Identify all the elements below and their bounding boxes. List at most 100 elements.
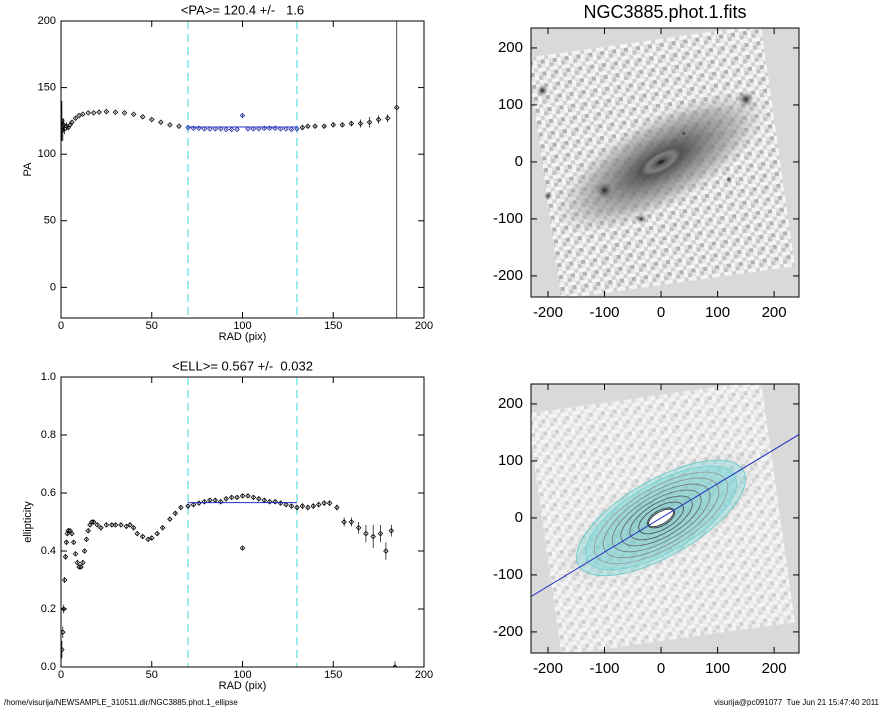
major-axis bbox=[531, 433, 799, 598]
point bbox=[315, 501, 322, 508]
point bbox=[341, 519, 347, 525]
point bbox=[80, 111, 86, 117]
point bbox=[94, 522, 101, 528]
point bbox=[69, 119, 75, 125]
point bbox=[85, 527, 91, 534]
point bbox=[72, 551, 79, 557]
y-tick-label: 150 bbox=[38, 81, 56, 93]
galaxy-core bbox=[641, 148, 681, 176]
x-tick-label: 0 bbox=[657, 660, 665, 677]
point bbox=[294, 126, 300, 132]
x-tick-label: 200 bbox=[415, 669, 433, 681]
x-tick-label: 100 bbox=[705, 304, 730, 321]
point bbox=[201, 498, 208, 505]
point bbox=[158, 119, 164, 125]
point bbox=[256, 496, 262, 502]
point bbox=[239, 493, 246, 499]
contour bbox=[593, 471, 729, 565]
point bbox=[109, 522, 115, 528]
plot-area bbox=[531, 28, 799, 297]
point bbox=[70, 539, 77, 546]
point bbox=[384, 115, 391, 121]
point bbox=[190, 501, 197, 508]
point bbox=[90, 110, 97, 116]
chart-title: NGC3885.phot.1.fits bbox=[583, 2, 746, 22]
point bbox=[167, 122, 173, 128]
point bbox=[139, 114, 146, 120]
contour bbox=[638, 501, 684, 535]
point bbox=[159, 525, 166, 531]
y-tick-label: 0.6 bbox=[41, 487, 56, 499]
point bbox=[366, 119, 373, 125]
point bbox=[392, 664, 398, 667]
point bbox=[134, 530, 140, 537]
x-tick-label: 100 bbox=[705, 660, 730, 677]
point bbox=[176, 123, 182, 129]
contour bbox=[602, 477, 720, 559]
point bbox=[212, 126, 219, 132]
y-tick-label: 200 bbox=[38, 15, 56, 27]
point bbox=[145, 536, 151, 543]
point bbox=[61, 646, 65, 653]
point bbox=[112, 109, 119, 115]
contour bbox=[611, 483, 711, 553]
point bbox=[103, 522, 110, 528]
x-tick-label: 0 bbox=[58, 320, 64, 332]
point bbox=[103, 108, 110, 115]
point bbox=[310, 503, 317, 509]
x-axis-label: RAD (pix) bbox=[219, 680, 267, 692]
point bbox=[98, 525, 104, 531]
y-tick-label: 0.0 bbox=[41, 661, 56, 673]
point bbox=[277, 126, 284, 132]
star bbox=[536, 84, 549, 97]
point bbox=[121, 110, 128, 116]
point bbox=[256, 126, 262, 132]
point bbox=[234, 126, 240, 133]
point bbox=[388, 527, 395, 534]
point bbox=[305, 123, 311, 129]
point bbox=[63, 539, 70, 546]
footer-right: visurija@pc091077 Tue Jun 21 15:47:40 20… bbox=[714, 698, 880, 707]
x-tick-label: 150 bbox=[324, 320, 342, 332]
frame bbox=[530, 27, 800, 298]
point bbox=[123, 523, 130, 530]
y-tick-label: 50 bbox=[44, 215, 56, 227]
star bbox=[680, 130, 687, 137]
x-tick-label: 100 bbox=[233, 669, 251, 681]
y-tick-label: 0.8 bbox=[41, 429, 56, 441]
x-tick-label: 150 bbox=[324, 669, 342, 681]
point bbox=[81, 548, 88, 554]
point bbox=[326, 500, 333, 506]
y-tick-label: -100 bbox=[493, 210, 523, 227]
x-tick-label: 50 bbox=[146, 320, 158, 332]
point bbox=[74, 559, 81, 566]
x-tick-label: -200 bbox=[533, 304, 563, 321]
point bbox=[312, 123, 318, 129]
y-tick-label: 100 bbox=[38, 148, 56, 160]
point bbox=[154, 530, 160, 537]
point bbox=[112, 522, 119, 528]
footer-left: /home/visurija/NEWSAMPLE_310511.dir/NGC3… bbox=[4, 698, 238, 707]
point bbox=[363, 530, 369, 537]
star bbox=[636, 213, 647, 224]
star bbox=[595, 181, 614, 200]
point bbox=[305, 504, 311, 511]
point bbox=[130, 525, 137, 531]
plot-area bbox=[61, 377, 398, 667]
point bbox=[118, 522, 124, 528]
point bbox=[339, 122, 346, 128]
point bbox=[377, 530, 384, 537]
contour bbox=[629, 495, 693, 541]
point bbox=[223, 126, 229, 133]
point bbox=[321, 123, 327, 129]
x-tick-label: 200 bbox=[762, 304, 787, 321]
point bbox=[355, 525, 362, 531]
point bbox=[348, 519, 355, 525]
point bbox=[139, 533, 146, 540]
point bbox=[245, 126, 251, 132]
y-tick-label: 0 bbox=[50, 281, 56, 293]
point bbox=[330, 122, 337, 128]
point bbox=[321, 500, 327, 506]
point bbox=[85, 110, 91, 116]
